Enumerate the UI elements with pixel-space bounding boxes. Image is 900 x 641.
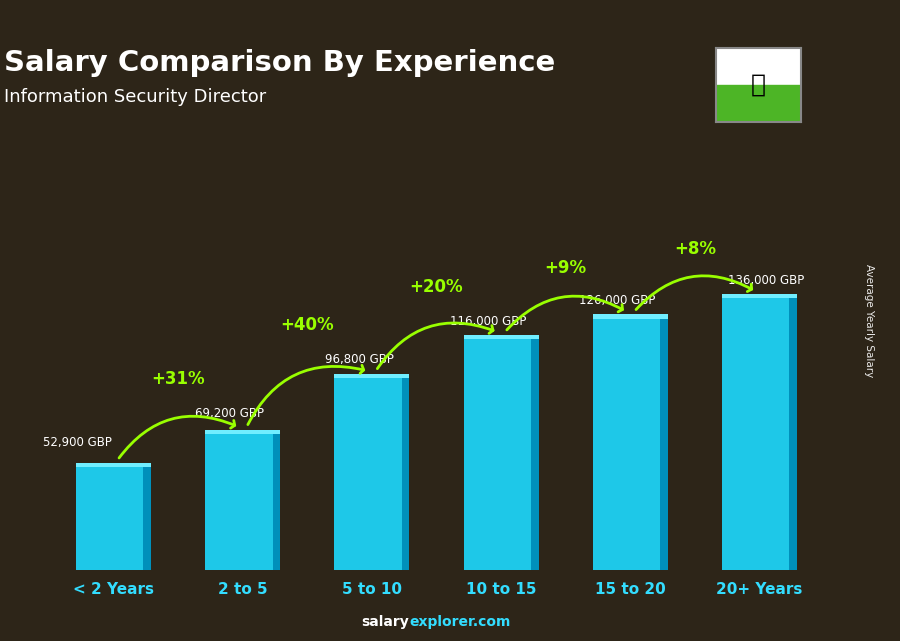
Bar: [593, 314, 668, 570]
Bar: [76, 463, 151, 467]
Text: Salary Comparison By Experience: Salary Comparison By Experience: [4, 49, 555, 76]
Bar: [716, 85, 801, 122]
Text: +31%: +31%: [151, 370, 205, 388]
Text: Information Security Director: Information Security Director: [4, 88, 266, 106]
Bar: [464, 335, 538, 339]
Text: 126,000 GBP: 126,000 GBP: [580, 294, 655, 307]
Text: 116,000 GBP: 116,000 GBP: [450, 315, 526, 328]
Text: explorer.com: explorer.com: [410, 615, 511, 629]
Bar: [76, 463, 151, 570]
Text: 🐉: 🐉: [751, 73, 766, 97]
Text: +9%: +9%: [544, 259, 587, 277]
Text: +40%: +40%: [281, 315, 334, 334]
Bar: [143, 463, 151, 570]
Text: salary: salary: [362, 615, 410, 629]
Text: 96,800 GBP: 96,800 GBP: [325, 353, 393, 365]
Bar: [661, 314, 668, 570]
Text: 136,000 GBP: 136,000 GBP: [728, 274, 804, 287]
Bar: [531, 335, 538, 570]
Bar: [593, 314, 668, 319]
Bar: [716, 48, 801, 85]
Bar: [464, 335, 538, 570]
Text: +20%: +20%: [410, 278, 464, 296]
Bar: [335, 374, 410, 378]
Bar: [722, 294, 797, 570]
Text: +8%: +8%: [674, 240, 716, 258]
Bar: [722, 294, 797, 298]
Text: Average Yearly Salary: Average Yearly Salary: [863, 264, 874, 377]
Bar: [273, 430, 280, 570]
Bar: [205, 430, 280, 434]
Bar: [335, 374, 410, 570]
Bar: [402, 374, 410, 570]
Text: 52,900 GBP: 52,900 GBP: [43, 436, 112, 449]
Text: 69,200 GBP: 69,200 GBP: [195, 406, 265, 420]
Bar: [205, 430, 280, 570]
Bar: [789, 294, 797, 570]
